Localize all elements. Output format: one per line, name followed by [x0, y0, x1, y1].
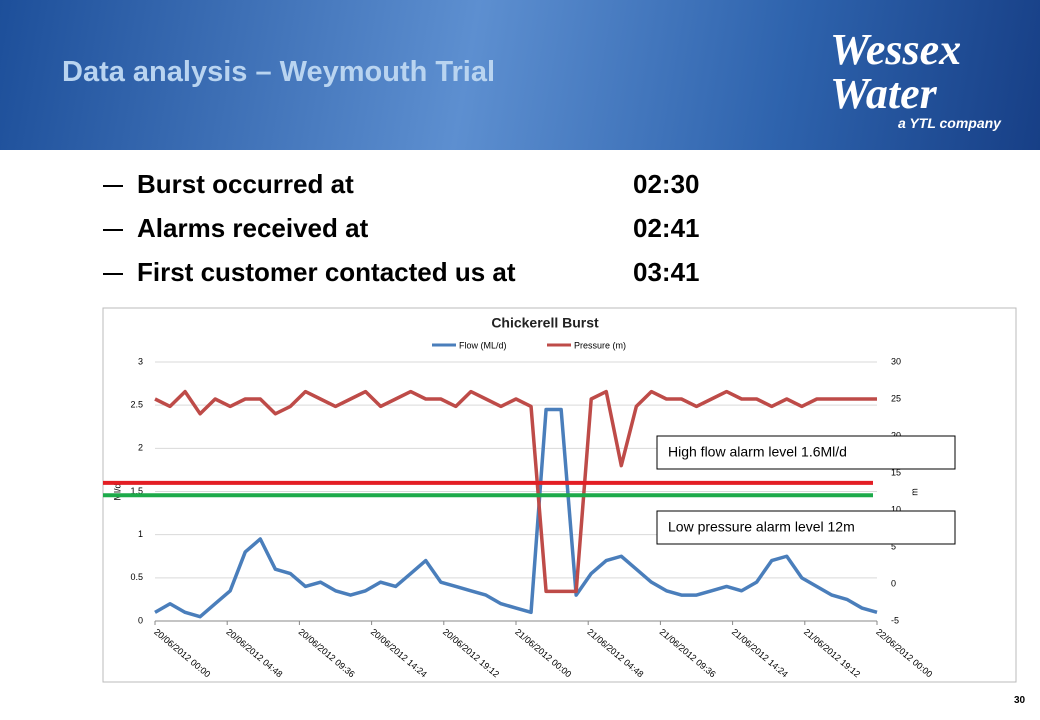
- bullet-time: 02:41: [633, 213, 700, 243]
- bullet-time: 02:30: [633, 169, 700, 199]
- bullet-label: Alarms received at: [137, 213, 369, 243]
- tagline: a YTL company: [898, 115, 1001, 131]
- annotation-box: [656, 510, 956, 545]
- y-tick-label: 0.5: [130, 572, 143, 582]
- y2-tick-label: 20: [891, 430, 901, 440]
- annotation-box: [656, 435, 956, 470]
- y-tick-label: 3: [138, 356, 143, 366]
- legend-label: Pressure (m): [574, 340, 626, 350]
- bullet-time: 03:41: [633, 257, 700, 287]
- page-number: 30: [1014, 695, 1026, 706]
- y-axis-title: Ml/d: [112, 483, 122, 500]
- y2-tick-label: 25: [891, 393, 901, 403]
- y-tick-label: 2: [138, 443, 143, 453]
- bullet-label: First customer contacted us at: [137, 257, 516, 287]
- y2-tick-label: 30: [891, 356, 901, 366]
- series-line: [154, 407, 878, 619]
- y-tick-label: 1: [138, 529, 143, 539]
- header-banner: [0, 0, 1040, 150]
- y2-tick-label: 10: [891, 504, 901, 514]
- annotation: High flow alarm level 1.6Ml/d: [668, 444, 847, 460]
- y-tick-label: 2.5: [130, 400, 143, 410]
- logo: Wessex Water: [830, 25, 962, 118]
- bullet-label: Burst occurred at: [137, 169, 354, 199]
- chart-title: Chickerell Burst: [491, 315, 599, 331]
- y2-tick-label: 5: [891, 541, 896, 551]
- y-tick-label: 1.5: [130, 486, 143, 496]
- bullet-dash: [103, 229, 123, 231]
- y-tick-label: 0: [138, 615, 143, 625]
- bullet-dash: [103, 273, 123, 275]
- y2-tick-label: -5: [891, 615, 899, 625]
- legend-label: Flow (ML/d): [459, 340, 507, 350]
- y2-axis-title: m: [909, 488, 919, 496]
- bullet-dash: [103, 185, 123, 187]
- y2-tick-label: 0: [891, 578, 896, 588]
- annotation: Low pressure alarm level 12m: [668, 519, 855, 535]
- series-line: [154, 389, 877, 594]
- slide-title: Data analysis – Weymouth Trial: [62, 56, 496, 88]
- y2-tick-label: 15: [891, 467, 901, 477]
